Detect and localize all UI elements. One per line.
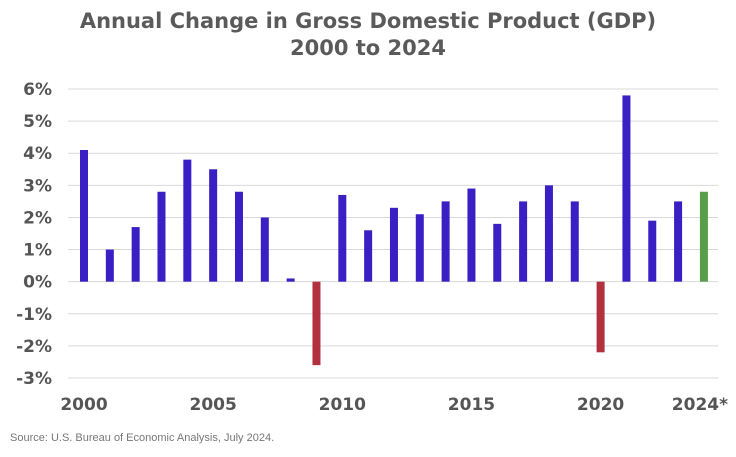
x-tick-label: 2015 — [448, 395, 495, 415]
bar-2000 — [80, 150, 88, 282]
bar-2021 — [622, 95, 631, 282]
bar-2020 — [596, 281, 605, 353]
bar-2013 — [415, 214, 424, 282]
y-tick-label: 0% — [23, 273, 52, 293]
bar-2011 — [364, 230, 373, 282]
y-tick-label: 1% — [23, 241, 52, 261]
x-axis-ticks: 2000 2005 2010 2015 2020 2024* — [60, 395, 728, 415]
bar-2016 — [493, 223, 502, 282]
bar-2014 — [441, 201, 450, 282]
bar-2010 — [338, 194, 347, 282]
bar-2023 — [674, 201, 683, 282]
chart-title: Annual Change in Gross Domestic Product … — [79, 9, 657, 33]
y-tick-label: -1% — [16, 305, 52, 325]
bar-2022 — [648, 220, 657, 282]
bar-2006 — [234, 191, 243, 282]
bar-2001 — [105, 249, 114, 282]
x-tick-label: 2010 — [319, 395, 366, 415]
bar-2015 — [467, 188, 476, 282]
bar-2007 — [260, 217, 269, 282]
y-tick-label: 6% — [23, 80, 52, 100]
x-tick-label: 2005 — [189, 395, 236, 415]
bars — [80, 95, 708, 366]
bar-2005 — [209, 169, 218, 282]
x-tick-label: 2000 — [60, 395, 107, 415]
chart-title-block: Annual Change in Gross Domestic Product … — [0, 8, 736, 62]
bar-2003 — [157, 191, 166, 282]
bar-2019 — [570, 201, 579, 282]
y-tick-label: 3% — [23, 176, 52, 196]
bar-2017 — [519, 201, 528, 282]
chart-subtitle: 2000 to 2024 — [290, 36, 446, 60]
x-tick-label: 2024* — [672, 395, 728, 415]
bar-2018 — [544, 185, 553, 282]
bar-2024 — [699, 191, 708, 282]
y-tick-label: -2% — [16, 337, 52, 357]
source-note: Source: U.S. Bureau of Economic Analysis… — [10, 432, 275, 444]
bar-2002 — [131, 227, 140, 282]
x-tick-label: 2020 — [577, 395, 624, 415]
y-axis-ticks: 6% 5% 4% 3% 2% 1% 0% -1% -2% -3% — [16, 80, 52, 389]
y-tick-label: 5% — [23, 112, 52, 132]
y-tick-label: 4% — [23, 144, 52, 164]
y-tick-label: -3% — [16, 369, 52, 389]
y-tick-label: 2% — [23, 208, 52, 228]
bar-2009 — [312, 281, 321, 366]
bar-2012 — [389, 207, 398, 282]
bar-2008 — [286, 278, 295, 282]
bar-2004 — [183, 159, 192, 282]
